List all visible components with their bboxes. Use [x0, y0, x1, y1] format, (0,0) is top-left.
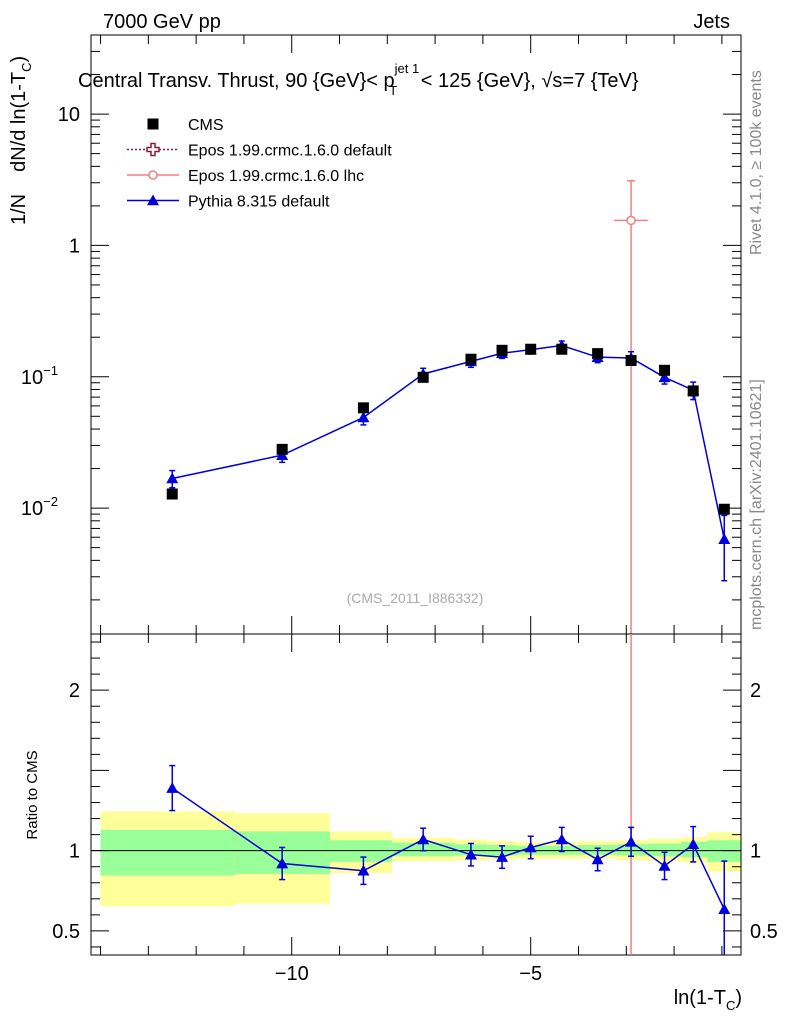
mcplots-label: mcplots.cern.ch [arXiv:2401.10621] [748, 379, 765, 630]
ratio-y-tick-label-left: 2 [69, 680, 80, 702]
cms-point [687, 385, 699, 397]
plot-title: Central Transv. Thrust, 90 {GeV}< pjet 1… [78, 61, 639, 98]
y-tick-exponent: −1 [43, 363, 58, 378]
legend-pythia-marker [147, 194, 159, 206]
legend-cms-marker [147, 118, 159, 130]
ratio-ticks: −10 −5 0.5 0.5 1 1 2 2 [52, 634, 778, 985]
pythia-ratio-point [417, 833, 430, 845]
title-sub: T [389, 83, 397, 98]
cms-point [276, 443, 288, 455]
pythia-ratio-point [687, 838, 700, 850]
cms-point [465, 353, 477, 365]
pythia-ratio-point [276, 857, 289, 869]
x-label-main: ln(1-T [674, 987, 726, 1009]
pythia-point [658, 371, 671, 383]
pythia-point [166, 472, 179, 484]
pythia-ratio-point [357, 864, 370, 876]
legend-epos-default-marker [146, 142, 160, 157]
pythia-point [357, 411, 370, 423]
band-inner [647, 843, 682, 857]
pythia-ratio-point [464, 848, 477, 860]
x-tick-label: −10 [275, 963, 309, 985]
pythia-ratio-point [718, 903, 731, 915]
y-tick-label: 10 [58, 104, 80, 126]
cms-point [166, 488, 178, 500]
header-right: Jets [693, 11, 730, 33]
pythia-ratio-point [591, 853, 604, 865]
x-label-sub: C [726, 998, 735, 1013]
title-sup: jet 1 [394, 61, 420, 76]
cms-point [496, 344, 508, 356]
title-prefix: Central Transv. Thrust, 90 {GeV}< p [78, 70, 395, 92]
pythia-ratio-point [625, 835, 638, 847]
band-inner [100, 829, 235, 876]
legend-label-epos_lhc: Epos 1.99.crmc.1.6.0 lhc [188, 168, 364, 185]
y-label-close: ) [8, 56, 30, 63]
cms-point [718, 503, 730, 515]
ratio-y-tick-label-right: 1 [750, 841, 761, 863]
ratio-bands [100, 811, 741, 907]
legend-label-epos_default: Epos 1.99.crmc.1.6.0 default [188, 143, 392, 160]
rivet-label: Rivet 4.1.0, ≥ 100k events [748, 70, 765, 255]
analysis-watermark: (CMS_2011_I886332) [347, 590, 484, 606]
cms-point [592, 348, 604, 360]
cms-point [417, 371, 429, 383]
ratio-y-tick-label-left: 0.5 [52, 921, 80, 943]
x-axis-label: ln(1-TC) [674, 987, 742, 1013]
pythia-ratio-point [524, 841, 537, 853]
main-series [166, 180, 731, 634]
y-label-b: dN/d ln(1-T [8, 72, 30, 172]
y-tick-label: 10−1 [21, 363, 58, 389]
y-tick-label: 1 [69, 235, 80, 257]
x-tick-label: −5 [519, 963, 542, 985]
band-inner [681, 841, 708, 858]
y-axis-label: 1/N dN/d ln(1-TC) [8, 56, 34, 225]
cms-point [659, 364, 671, 376]
cms-point [625, 354, 637, 366]
title-suffix: s=7 {TeV} [552, 70, 639, 92]
ratio-frame [90, 633, 742, 956]
ratio-y-tick-label-left: 1 [69, 841, 80, 863]
y-tick-label: 10−2 [21, 494, 58, 520]
ratio-panel: −10 −5 0.5 0.5 1 1 2 2 [52, 633, 778, 985]
epos-lhc-point [626, 215, 636, 226]
legend-label-pythia: Pythia 8.315 default [188, 194, 330, 211]
y-label-sub: C [19, 62, 34, 71]
legend: CMS Epos 1.99.crmc.1.6.0 default Epos 1.99… [127, 117, 392, 211]
legend-label-cms: CMS [188, 117, 224, 134]
y-label-a: 1/N [8, 194, 30, 225]
pythia-ratio-point [555, 833, 568, 845]
header-left: 7000 GeV pp [103, 11, 221, 33]
ratio-series [166, 634, 731, 955]
pythia-line [172, 344, 726, 540]
cms-point [525, 343, 537, 355]
cms-point [357, 402, 369, 414]
ratio-y-label: Ratio to CMS [24, 750, 41, 839]
ratio-y-tick-label-right: 0.5 [750, 921, 778, 943]
title-sqrt: √ [541, 70, 552, 92]
legend-epos-lhc-marker [148, 170, 158, 180]
ratio-y-tick-label-right: 2 [750, 680, 761, 702]
cms-point [556, 343, 568, 355]
y-tick-base: 10 [21, 498, 43, 520]
pythia-ratio-point [496, 851, 509, 862]
pythia-point [718, 533, 731, 544]
x-label-close: ) [735, 987, 742, 1009]
title-middle: < 125 {GeV}, [415, 70, 541, 92]
y-tick-base: 10 [21, 367, 43, 389]
band-inner [616, 844, 648, 856]
pythia-ratio-point [166, 782, 179, 793]
pythia-ratio-point [658, 859, 671, 871]
y-tick-exponent: −2 [43, 494, 58, 509]
